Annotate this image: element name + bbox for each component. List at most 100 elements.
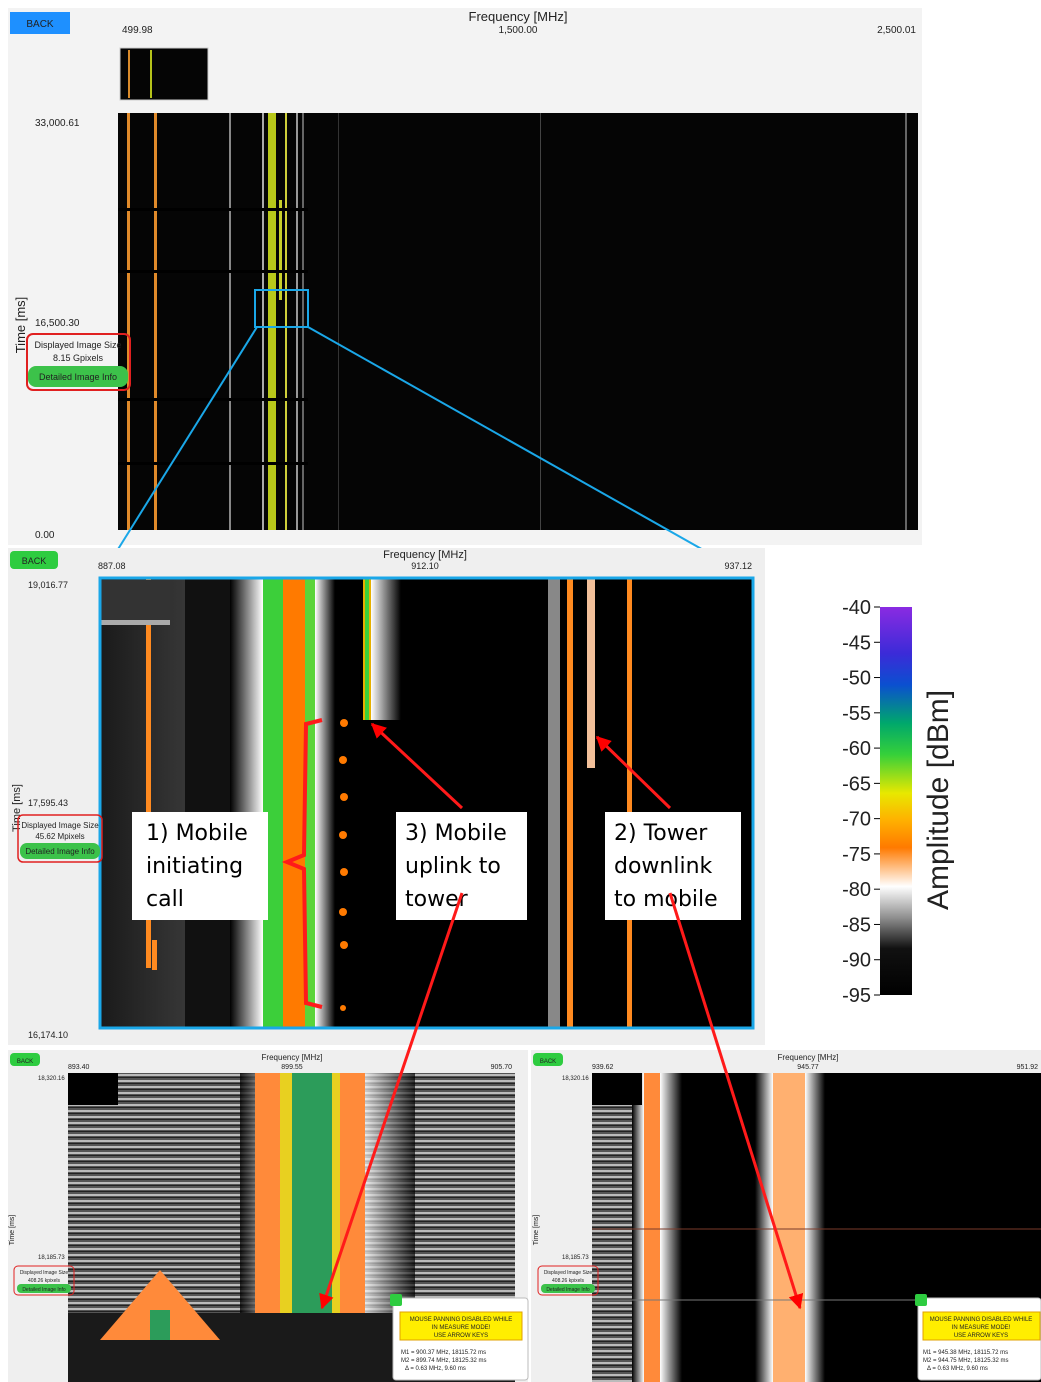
info-highlight [26, 333, 131, 391]
y-axis-label: Time [ms] [13, 297, 28, 354]
arrow [668, 892, 804, 1310]
annotation-line: uplink to [405, 854, 501, 879]
x-axis-label: Frequency [MHz] [383, 549, 467, 561]
zoom-frame [98, 576, 755, 1030]
y-axis-label: Time [ms] [11, 784, 23, 832]
y-tick-label: 19,016.77 [28, 580, 68, 590]
info-button[interactable] [541, 1284, 595, 1293]
back-label: BACK [26, 19, 54, 30]
colorbar-tick-label: -90 [842, 950, 871, 972]
marker-line: M1 = 945.38 MHz, 18115.72 ms [923, 1350, 1008, 1356]
panel-overview: BACK Frequency [MHz] 499.98 1,500.00 2,5… [8, 8, 922, 545]
y-tick-label: 33,000.61 [35, 118, 80, 129]
x-tick-label: 887.08 [98, 561, 126, 571]
marker-line: M1 = 900.37 MHz, 18115.72 ms [401, 1350, 486, 1356]
zoom-connector [99, 326, 258, 579]
measure-popup: MOUSE PANNING DISABLED WHILE IN MEASURE … [390, 1294, 529, 1381]
info-highlight [17, 814, 103, 863]
arrow [319, 892, 464, 1310]
back-button[interactable] [10, 551, 58, 569]
info-button-label: Detailed Image Info [546, 1287, 590, 1293]
back-label: BACK [22, 556, 47, 566]
y-tick-label: 18,185.73 [562, 1255, 589, 1261]
y-tick-label: 0.00 [35, 530, 55, 541]
back-button[interactable] [10, 1053, 40, 1066]
image-size-label: Displayed Image Size [21, 821, 99, 830]
marker-line: Δ = 0.63 MHz, 9.60 ms [405, 1366, 466, 1372]
x-tick-label: 912.10 [411, 561, 439, 571]
colorbar-tick-label: -80 [842, 879, 871, 901]
warning-line: MOUSE PANNING DISABLED WHILE [930, 1317, 1033, 1323]
spectrogram [100, 578, 753, 1028]
colorbar-gradient [880, 607, 912, 995]
info-button[interactable] [17, 1284, 71, 1293]
colorbar-tick-label: -50 [842, 668, 871, 690]
arrow [595, 735, 672, 810]
colorbar-tick-label: -85 [842, 914, 871, 936]
image-size: 408.26 kpixels [552, 1278, 584, 1284]
back-label: BACK [540, 1059, 556, 1065]
info-highlight [13, 1265, 75, 1296]
x-tick-label: 1,500.00 [499, 25, 538, 36]
zoom-region [254, 289, 309, 328]
marker-line: M2 = 944.75 MHz, 18125.32 ms [923, 1358, 1009, 1364]
image-size-label: Displayed Image Size [20, 1270, 69, 1276]
colorbar-tick-label: -65 [842, 773, 871, 795]
back-button[interactable] [533, 1053, 563, 1066]
warning-line: USE ARROW KEYS [954, 1333, 1008, 1339]
spectrogram-lines [118, 113, 907, 530]
colorbar-tick-label: -75 [842, 844, 871, 866]
y-tick-label: 18,320.16 [562, 1076, 589, 1082]
x-tick-label: 2,500.01 [877, 25, 916, 36]
warning-line: MOUSE PANNING DISABLED WHILE [410, 1317, 513, 1323]
image-size: 408.26 kpixels [28, 1278, 60, 1284]
colorbar-label: Amplitude [dBm] [922, 690, 955, 910]
y-tick-label: 16,174.10 [28, 1030, 68, 1040]
warning-line: IN MEASURE MODE! [952, 1325, 1011, 1331]
back-label: BACK [17, 1059, 33, 1065]
colorbar-tick-label: -70 [842, 809, 871, 831]
image-size-label: Displayed Image Size [544, 1270, 593, 1276]
colorbar-tick-label: -60 [842, 738, 871, 760]
colorbar-tick-label: -95 [842, 985, 871, 1007]
spectrogram [118, 113, 918, 530]
measure-popup: MOUSE PANNING DISABLED WHILE IN MEASURE … [915, 1294, 1041, 1381]
info-highlight [537, 1265, 599, 1296]
y-tick-label: 16,500.30 [35, 318, 80, 329]
arrows [319, 722, 804, 1310]
annotation-line: call [146, 887, 184, 912]
panel-uplink: BACK Frequency [MHz] 893.40 899.55 905.7… [8, 1050, 529, 1382]
colorbar-tick-label: -55 [842, 703, 871, 725]
info-button-label: Detailed Image Info [22, 1287, 66, 1293]
y-tick-label: 18,185.73 [38, 1255, 65, 1261]
y-tick-label: 17,595.43 [28, 798, 68, 808]
x-tick-label: 899.55 [281, 1064, 303, 1071]
x-tick-label: 937.12 [724, 561, 752, 571]
x-tick-label: 499.98 [122, 25, 153, 36]
annotation-line: downlink [614, 854, 713, 879]
info-button-label: Detailed Image Info [39, 372, 117, 382]
x-tick-label: 905.70 [491, 1064, 513, 1071]
y-tick-label: 18,320.16 [38, 1076, 65, 1082]
annotation-line: initiating [146, 854, 243, 879]
warning-line: IN MEASURE MODE! [432, 1325, 491, 1331]
info-button[interactable] [20, 843, 100, 859]
colorbar-tick-label: -45 [842, 632, 871, 654]
x-tick-label: 893.40 [68, 1064, 90, 1071]
image-size-label: Displayed Image Size [34, 340, 121, 350]
annotation-line: 1) Mobile [146, 821, 248, 846]
y-axis-label: Time [ms] [533, 1215, 540, 1246]
minimap [119, 47, 209, 101]
back-button[interactable] [10, 12, 70, 34]
y-axis-label: Time [ms] [9, 1215, 16, 1246]
x-tick-label: 951.92 [1017, 1064, 1039, 1071]
x-axis-label: Frequency [MHz] [778, 1053, 839, 1062]
x-axis-label: Frequency [MHz] [262, 1053, 323, 1062]
annotation: 1) Mobile initiating call [132, 812, 268, 920]
x-axis-label: Frequency [MHz] [469, 9, 568, 24]
info-button-label: Detailed Image Info [25, 847, 95, 856]
arrow [370, 722, 464, 810]
info-button[interactable] [28, 366, 128, 387]
